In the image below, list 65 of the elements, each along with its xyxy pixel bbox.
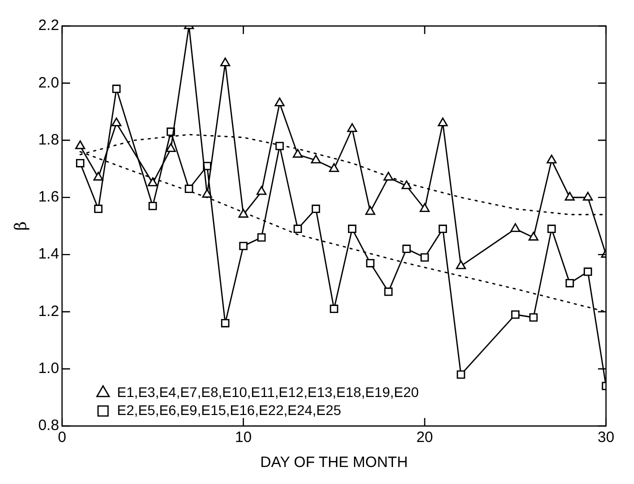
y-tick-label: 2.0 bbox=[38, 74, 60, 92]
y-tick-label: 1.6 bbox=[38, 188, 60, 206]
x-tick-label: 10 bbox=[235, 429, 252, 446]
point bbox=[94, 204, 102, 214]
point bbox=[510, 223, 520, 232]
x-tick-label: 30 bbox=[598, 429, 614, 446]
legend-label: E1,E3,E4,E7,E8,E10,E11,E12,E13,E18,E19,E20 bbox=[117, 384, 420, 400]
point bbox=[256, 186, 266, 195]
point bbox=[438, 117, 448, 126]
point bbox=[456, 260, 466, 270]
point bbox=[511, 310, 520, 319]
point bbox=[547, 224, 556, 234]
point bbox=[420, 253, 429, 262]
point bbox=[75, 140, 86, 150]
point bbox=[312, 204, 320, 214]
point bbox=[383, 172, 394, 181]
point bbox=[582, 192, 593, 201]
point bbox=[238, 208, 248, 218]
point bbox=[438, 224, 447, 234]
point bbox=[528, 232, 538, 241]
point bbox=[93, 172, 104, 181]
x-axis-title: DAY OF THE MONTH bbox=[260, 454, 408, 472]
point bbox=[239, 242, 248, 250]
y-tick-label: 1.2 bbox=[38, 302, 60, 320]
point bbox=[329, 163, 340, 172]
x-tick-label: 0 bbox=[58, 429, 66, 446]
point bbox=[310, 154, 321, 164]
point bbox=[220, 57, 230, 66]
point bbox=[294, 224, 302, 234]
point bbox=[292, 148, 303, 158]
point bbox=[166, 143, 176, 152]
y-tick-label: 1.0 bbox=[38, 360, 60, 377]
y-tick-label: 1.4 bbox=[38, 246, 60, 263]
point bbox=[274, 97, 285, 106]
point bbox=[402, 180, 412, 190]
point bbox=[347, 123, 358, 132]
point bbox=[420, 203, 430, 212]
point bbox=[564, 192, 575, 201]
point bbox=[348, 224, 356, 234]
point bbox=[365, 206, 376, 215]
point bbox=[566, 278, 574, 288]
point bbox=[148, 177, 158, 186]
point bbox=[546, 154, 557, 164]
y-tick-label: 0.8 bbox=[38, 417, 60, 434]
point bbox=[221, 318, 230, 328]
point bbox=[456, 370, 466, 379]
point bbox=[529, 313, 538, 322]
y-tick-label: 1.8 bbox=[38, 131, 60, 148]
point bbox=[384, 288, 393, 296]
point bbox=[148, 202, 157, 210]
point bbox=[330, 304, 338, 314]
point bbox=[257, 233, 266, 242]
point bbox=[584, 268, 592, 276]
point bbox=[275, 142, 284, 150]
point bbox=[76, 158, 84, 168]
point bbox=[366, 258, 374, 268]
x-tick-label: 20 bbox=[416, 429, 434, 446]
y-tick-label: 2.2 bbox=[38, 17, 60, 34]
point bbox=[402, 244, 411, 254]
point bbox=[184, 184, 194, 194]
point bbox=[112, 84, 121, 94]
point bbox=[202, 188, 212, 198]
y-axis-title: β bbox=[10, 221, 30, 231]
point bbox=[111, 117, 122, 126]
legend-label: E2,E5,E6,E9,E15,E16,E22,E24,E25 bbox=[117, 402, 342, 418]
